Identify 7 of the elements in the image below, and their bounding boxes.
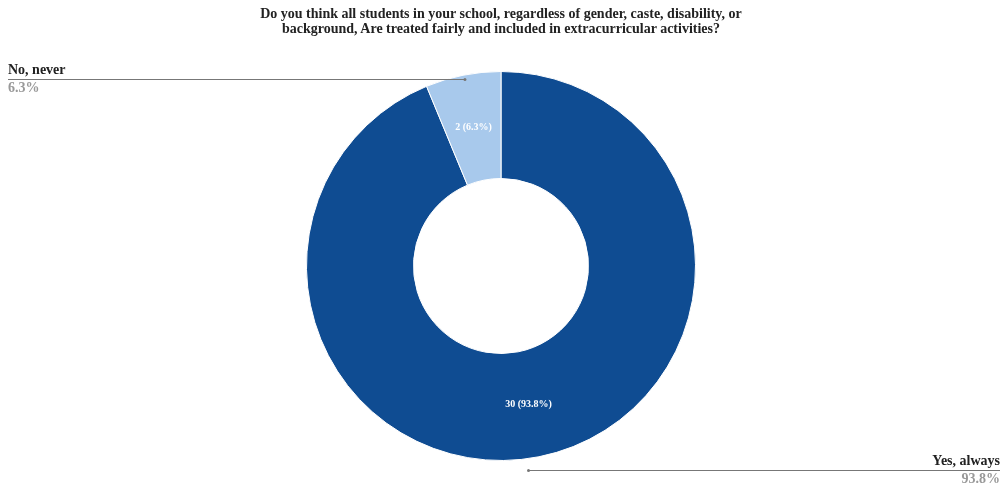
chart-title: Do you think all students in your school, regardless of gender, caste, disability, or background, Are treated fairly and included in extracurricular activities? <box>259 6 743 38</box>
data-label: 30 (93.8%) <box>505 397 552 410</box>
slice-label: Yes, always <box>932 453 1001 469</box>
data-label: 2 (6.3%) <box>455 121 492 134</box>
text: 93.8% <box>961 471 1000 487</box>
slice-label: No, never <box>8 62 66 78</box>
text: 6.3% <box>8 80 40 96</box>
